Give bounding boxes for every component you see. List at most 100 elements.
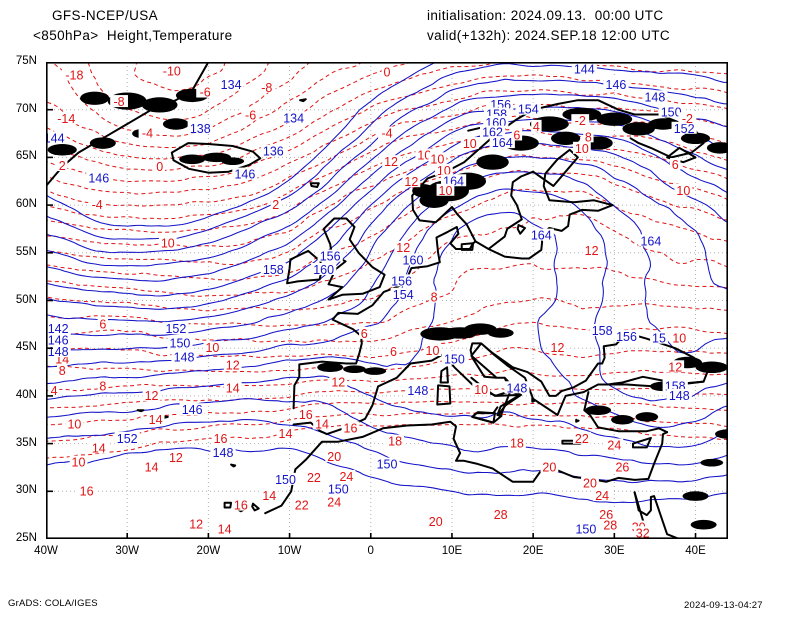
contour-label: 10: [672, 332, 686, 346]
contour-label: -4: [92, 198, 103, 212]
source-credit: GrADS: COLA/IGES: [8, 598, 98, 609]
contour-label: -2: [575, 114, 586, 128]
contour-label: 12: [331, 376, 345, 390]
contour-label: 8: [431, 291, 438, 305]
contour-label: 152: [674, 122, 695, 136]
contour-label: 148: [213, 446, 234, 460]
contour-label: 10: [474, 383, 488, 397]
contour-label: 2: [59, 159, 66, 173]
contour-label: 16: [299, 408, 313, 422]
contour-label: -10: [163, 65, 181, 79]
contour-label: 12: [189, 518, 203, 532]
contour-label: 150: [275, 473, 296, 487]
contour-label: -8: [114, 95, 125, 109]
contour-label: 136: [263, 145, 284, 159]
contour-label: 144: [574, 63, 595, 77]
contour-label: 10: [417, 148, 431, 162]
contour-label: 150: [170, 336, 191, 350]
contour-label: 164: [492, 136, 513, 150]
contour-label: -4: [381, 127, 392, 141]
contour-label: 6: [513, 128, 520, 142]
contour-label: 16: [344, 421, 358, 435]
contour-label: 146: [88, 171, 109, 185]
contour-label: 148: [48, 345, 69, 359]
x-tick-label: 10W: [277, 545, 302, 557]
contour-label: 156: [616, 330, 637, 344]
contour-label: 146: [182, 403, 203, 417]
contour-label: 28: [494, 508, 508, 522]
contour-label: 10: [439, 184, 453, 198]
contour-label: 0: [384, 65, 391, 79]
contour-label: 24: [327, 496, 341, 510]
contour-label: 158: [592, 324, 613, 338]
level-field-title: <850hPa> Height,Temperature: [33, 28, 233, 43]
contour-label: 22: [575, 432, 589, 446]
contour-label: 148: [174, 351, 195, 365]
x-tick-label: 40W: [34, 545, 58, 557]
contour-map-plot: -18 -10 134 -6 -8 0 144 146 148 150 152 -2 -14 -8 144 1…: [46, 62, 728, 539]
render-timestamp: 2024-09-13-04:27: [684, 600, 763, 611]
contour-label: 6: [672, 158, 679, 172]
x-tick-label: 30E: [604, 545, 625, 557]
contour-label: 10: [463, 137, 477, 151]
contour-label: 156: [320, 250, 341, 264]
contour-label: 160: [403, 253, 424, 267]
contour-label: 20: [583, 477, 597, 491]
x-tick-label: 0: [367, 545, 374, 557]
y-tick-label: 55N: [15, 245, 37, 258]
contour-label: 20: [542, 460, 556, 474]
contour-label: 8: [59, 364, 66, 378]
contour-label: 24: [607, 439, 621, 453]
x-tick-label: 20W: [196, 545, 221, 557]
contour-label: 152: [165, 322, 186, 336]
contour-label: 10: [161, 236, 175, 250]
contour-label: 164: [640, 234, 661, 248]
y-tick-label: 60N: [15, 198, 37, 211]
model-title: GFS-NCEP/USA: [52, 8, 159, 23]
contour-label: 24: [595, 489, 609, 503]
contour-label: 15: [652, 332, 666, 346]
contour-label: -6: [200, 86, 211, 100]
contour-label: 146: [234, 168, 255, 182]
contour-label: 148: [506, 381, 527, 395]
y-tick-label: 45N: [15, 341, 37, 354]
contour-label: 150: [444, 353, 465, 367]
contour-label: 150: [328, 482, 349, 496]
contour-label: 6: [390, 345, 397, 359]
contour-label: 138: [190, 122, 211, 136]
contour-label: 156: [391, 274, 412, 288]
contour-label: 12: [169, 451, 183, 465]
y-tick-label: 35N: [15, 436, 37, 449]
contour-label: -18: [65, 68, 83, 82]
contour-label: 148: [407, 384, 428, 398]
contour-label: 164: [531, 229, 552, 243]
contour-label: 4: [51, 384, 58, 398]
contour-label: 154: [518, 103, 539, 117]
contour-label: -4: [142, 127, 153, 141]
contour-label: 6: [99, 317, 106, 331]
contour-label: 12: [145, 389, 159, 403]
x-tick-label: 10E: [441, 545, 463, 557]
x-tick-label: 20E: [522, 545, 544, 557]
contour-label: 10: [72, 456, 86, 470]
contour-label: 22: [295, 499, 309, 513]
contour-label: 20: [429, 515, 443, 529]
contour-label: 14: [145, 460, 159, 474]
contour-label: 16: [214, 432, 228, 446]
contour-label: 10: [67, 418, 81, 432]
contour-label: 134: [221, 78, 242, 92]
contour-label: 150: [661, 106, 682, 120]
contour-label: 28: [603, 519, 617, 533]
contour-label: 20: [327, 450, 341, 464]
contour-label: 24: [339, 470, 353, 484]
contour-label: -6: [245, 108, 256, 122]
contour-label: 12: [384, 155, 398, 169]
contour-label: 2: [272, 198, 279, 212]
y-tick-label: 70N: [15, 102, 37, 115]
contour-label: -14: [57, 112, 75, 126]
contour-label: 144: [46, 131, 65, 145]
contour-label: 14: [262, 489, 276, 503]
